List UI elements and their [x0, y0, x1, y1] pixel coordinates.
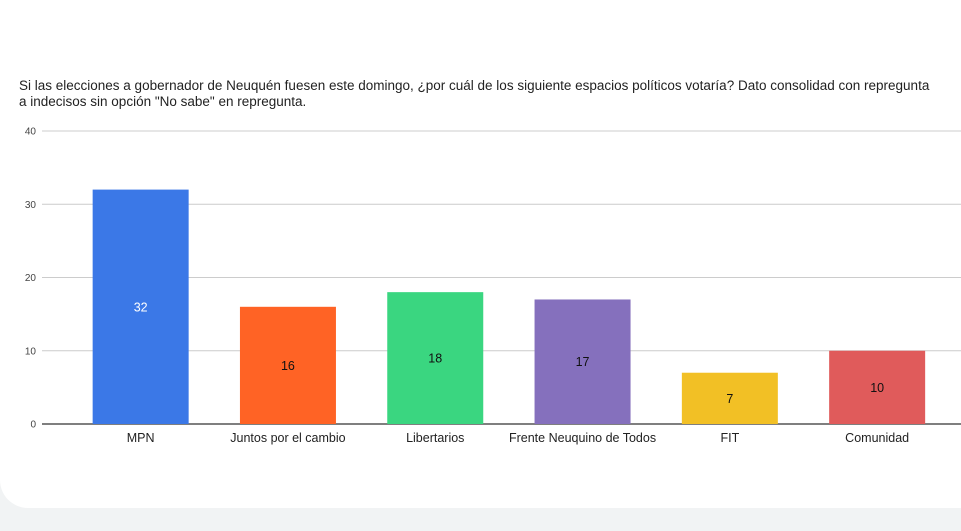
bar-3: [534, 299, 631, 424]
y-tick-label: 40: [25, 127, 37, 138]
x-category-label: Libertarios: [406, 431, 464, 445]
y-tick-label: 10: [25, 346, 37, 357]
y-tick-label: 0: [30, 420, 36, 431]
y-tick-label: 30: [25, 200, 37, 211]
chart-title: Si las elecciones a gobernador de Neuqué…: [19, 78, 930, 109]
bar-0: [92, 189, 189, 424]
x-category-label: MPN: [127, 431, 155, 445]
bar-4: [681, 372, 778, 424]
x-category-label: Frente Neuquino de Todos: [509, 431, 656, 445]
x-category-label: Comunidad: [845, 431, 909, 445]
bar-value-label: 10: [870, 381, 884, 395]
x-category-label: Juntos por el cambio: [230, 431, 345, 445]
bar-5: [829, 350, 926, 424]
bars: [92, 189, 926, 424]
gridlines: [42, 130, 961, 425]
bar-value-label: 17: [576, 355, 590, 369]
bar-2: [387, 292, 484, 424]
x-category-label: FIT: [720, 431, 739, 445]
bar-value-label: 32: [134, 300, 148, 314]
bar-value-label: 18: [428, 352, 442, 366]
bar-value-label: 16: [281, 359, 295, 373]
y-tick-label: 20: [25, 273, 37, 284]
labels: 0 10 20 30 40 32 MPN 16 Juntos por el cambio 18 Li…: [25, 127, 909, 446]
bar-value-label: 7: [726, 392, 733, 406]
bar-1: [239, 306, 336, 424]
